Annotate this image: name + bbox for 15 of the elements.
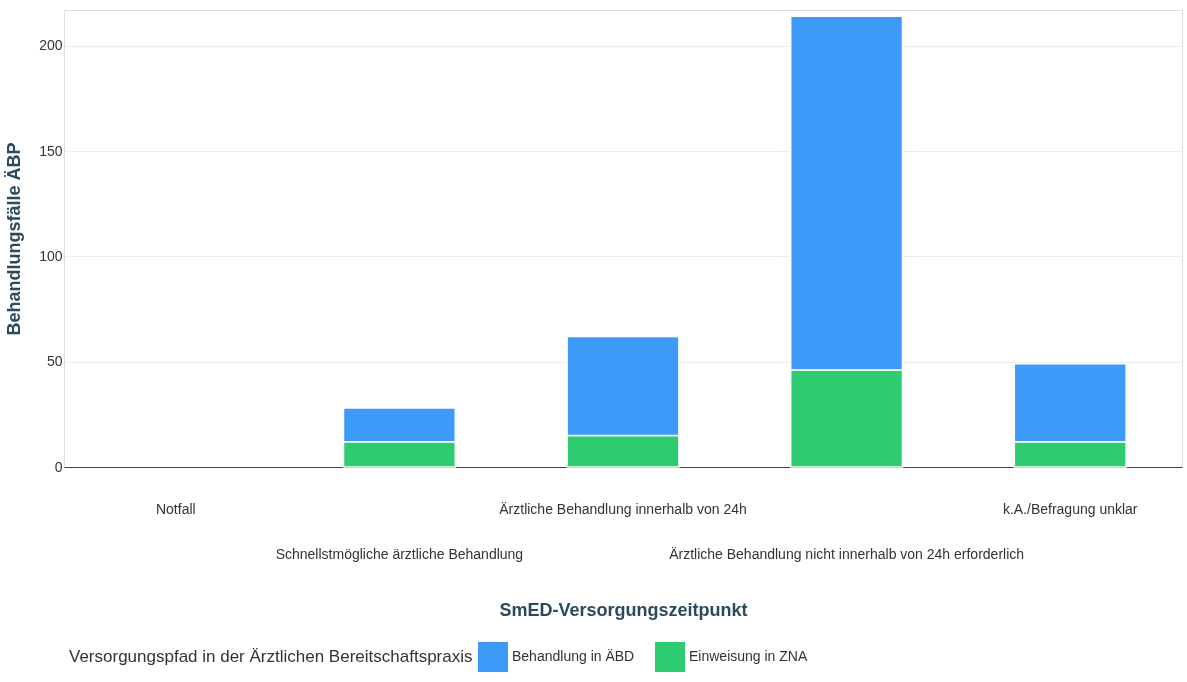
y-tick-label: 100 (39, 247, 63, 264)
legend-title: Versorgungspfad in der Ärztlichen Bereitschaftspraxis (69, 647, 473, 666)
x-tick-label: Notfall (155, 500, 196, 517)
x-tick-label: k.A./Befragung unklar (1002, 500, 1138, 517)
x-axis-title: SmED-Versorgungszeitpunkt (499, 599, 748, 620)
y-axis-title: Behandlungsfälle ÄBP (4, 142, 25, 336)
y-tick-label: 50 (46, 353, 63, 370)
x-tick-label: Ärztliche Behandlung nicht innerhalb von 24h erforderlich (669, 545, 1025, 562)
y-tick-label: 150 (39, 142, 63, 159)
legend-label: Behandlung in ÄBD (512, 648, 635, 664)
y-tick-label: 0 (54, 458, 63, 475)
x-tick-label: Ärztliche Behandlung innerhalb von 24h (499, 500, 747, 517)
legend-label: Einweisung in ZNA (689, 648, 808, 664)
y-tick-label: 200 (39, 37, 63, 54)
x-tick-label: Schnellstmögliche ärztliche Behandlung (275, 545, 524, 562)
